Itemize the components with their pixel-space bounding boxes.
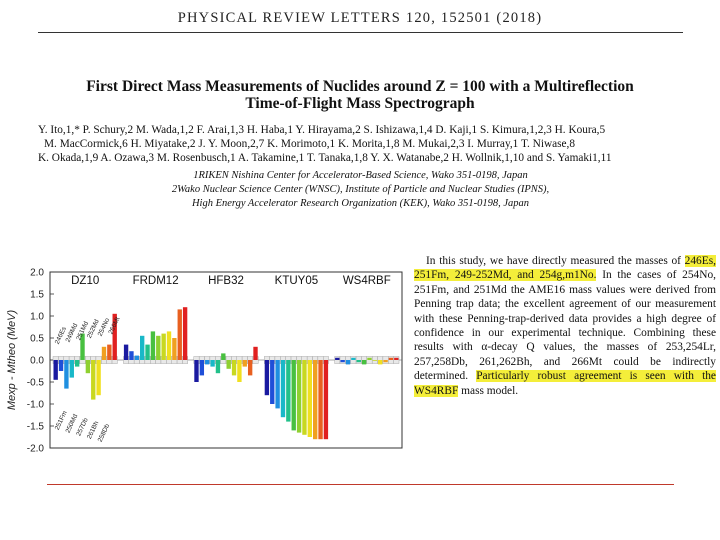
affiliation-3: High Energy Accelerator Research Organiz…	[191, 198, 530, 209]
bar	[134, 355, 139, 360]
bar	[210, 360, 215, 367]
bar	[140, 335, 145, 360]
summary-text-6: mass model.	[461, 384, 519, 397]
y-tick-label: -2.0	[27, 444, 45, 455]
authors-line-3: K. Okada,1,9 A. Ozawa,3 M. Rosenbusch,1 …	[38, 152, 612, 164]
bar	[182, 307, 188, 360]
bar	[340, 360, 345, 363]
bar	[242, 360, 247, 367]
bar	[237, 360, 242, 382]
bar	[123, 344, 129, 360]
bar	[388, 357, 394, 360]
bar	[270, 360, 275, 404]
bar	[199, 360, 205, 376]
bar	[378, 360, 383, 365]
summary-text-3: In the cases of	[602, 269, 677, 282]
bar	[351, 357, 356, 360]
bar	[361, 360, 367, 365]
bar	[205, 360, 210, 365]
bar	[275, 360, 280, 409]
bar	[112, 313, 117, 360]
y-tick-label: -1.5	[27, 422, 45, 433]
bar	[231, 360, 237, 376]
title-line-2: Time-of-Flight Mass Spectrograph	[245, 95, 475, 112]
bar	[64, 360, 69, 389]
bar	[96, 360, 101, 396]
bar	[85, 360, 91, 374]
bar	[345, 360, 351, 365]
y-tick-label: 1.0	[30, 312, 44, 323]
bar	[80, 333, 85, 360]
y-tick-label: -0.5	[27, 378, 45, 389]
bar	[74, 360, 80, 367]
affiliation-1: 1RIKEN Nishina Center for Accelerator-Ba…	[193, 170, 528, 181]
bar	[335, 357, 340, 360]
bar	[58, 360, 64, 371]
bar	[172, 338, 177, 360]
affiliation-2: 2Wako Nuclear Science Center (WNSC), Ins…	[171, 184, 550, 195]
bar	[53, 360, 58, 380]
summary-paragraph: In this study, we have directly measured…	[410, 252, 720, 398]
bar	[383, 360, 388, 363]
y-tick-label: -1.0	[27, 400, 45, 411]
panel-label: DZ10	[71, 275, 99, 287]
bar	[356, 360, 361, 363]
authors-line-1: Y. Ito,1,* P. Schury,2 M. Wada,1,2 F. Ar…	[38, 124, 606, 136]
bar	[307, 360, 312, 437]
bar	[296, 360, 302, 433]
bar	[226, 360, 231, 369]
bar	[166, 331, 172, 360]
bar	[313, 360, 318, 440]
author-list: Y. Ito,1,* P. Schury,2 M. Wada,1,2 F. Ar…	[38, 123, 683, 165]
bar	[177, 309, 182, 360]
bar	[129, 351, 134, 360]
bar	[247, 360, 253, 376]
summary-text-1: In this study, we have directly measured…	[426, 255, 681, 267]
bar	[91, 360, 96, 400]
bar	[394, 357, 399, 360]
bar	[161, 333, 166, 360]
title-line-1: First Direct Mass Measurements of Nuclid…	[86, 78, 634, 95]
bar	[107, 344, 112, 360]
panel-label: KTUY05	[275, 275, 318, 287]
bar	[69, 360, 74, 378]
y-tick-label: 0.5	[30, 334, 44, 345]
bar	[318, 360, 323, 440]
bar	[302, 360, 307, 435]
bar	[372, 360, 378, 361]
bar	[264, 360, 270, 396]
summary-box: In this study, we have directly measured…	[410, 252, 720, 457]
bar	[215, 360, 221, 374]
bar	[291, 360, 296, 431]
paper-title: First Direct Mass Measurements of Nuclid…	[30, 78, 690, 112]
bar	[150, 331, 156, 360]
panel-label: FRDM12	[133, 275, 179, 287]
bar	[253, 346, 258, 360]
bar	[323, 360, 329, 440]
header-rule	[38, 32, 683, 33]
bar	[156, 335, 161, 360]
footer-rule	[47, 484, 674, 485]
bar	[145, 344, 150, 360]
bar	[221, 353, 226, 360]
bar	[286, 360, 291, 422]
bar	[280, 360, 286, 418]
panel-label: HFB32	[208, 275, 244, 287]
mass-deviation-chart: 2.0 1.5 1.0 0.5 0.0 -0.5 -1.0 -1.5 -2.0 Mexp - Mt…	[6, 268, 403, 455]
bar	[367, 357, 372, 360]
authors-line-2: M. MacCormick,6 H. Miyatake,2 J. Y. Moon…	[44, 138, 576, 150]
y-tick-label: 2.0	[30, 268, 44, 279]
y-axis-label: Mexp - Mtheo (MeV)	[6, 310, 18, 411]
bar	[194, 360, 199, 382]
panel-label: WS4RBF	[343, 275, 391, 287]
bar	[101, 346, 107, 360]
summary-text-4: 254No, 251Fm, and 251Md the AME16 mass v…	[414, 269, 716, 383]
y-tick-label: 0.0	[30, 356, 44, 367]
journal-header: PHYSICAL REVIEW LETTERS 120, 152501 (201…	[177, 10, 543, 26]
y-tick-label: 1.5	[30, 290, 44, 301]
